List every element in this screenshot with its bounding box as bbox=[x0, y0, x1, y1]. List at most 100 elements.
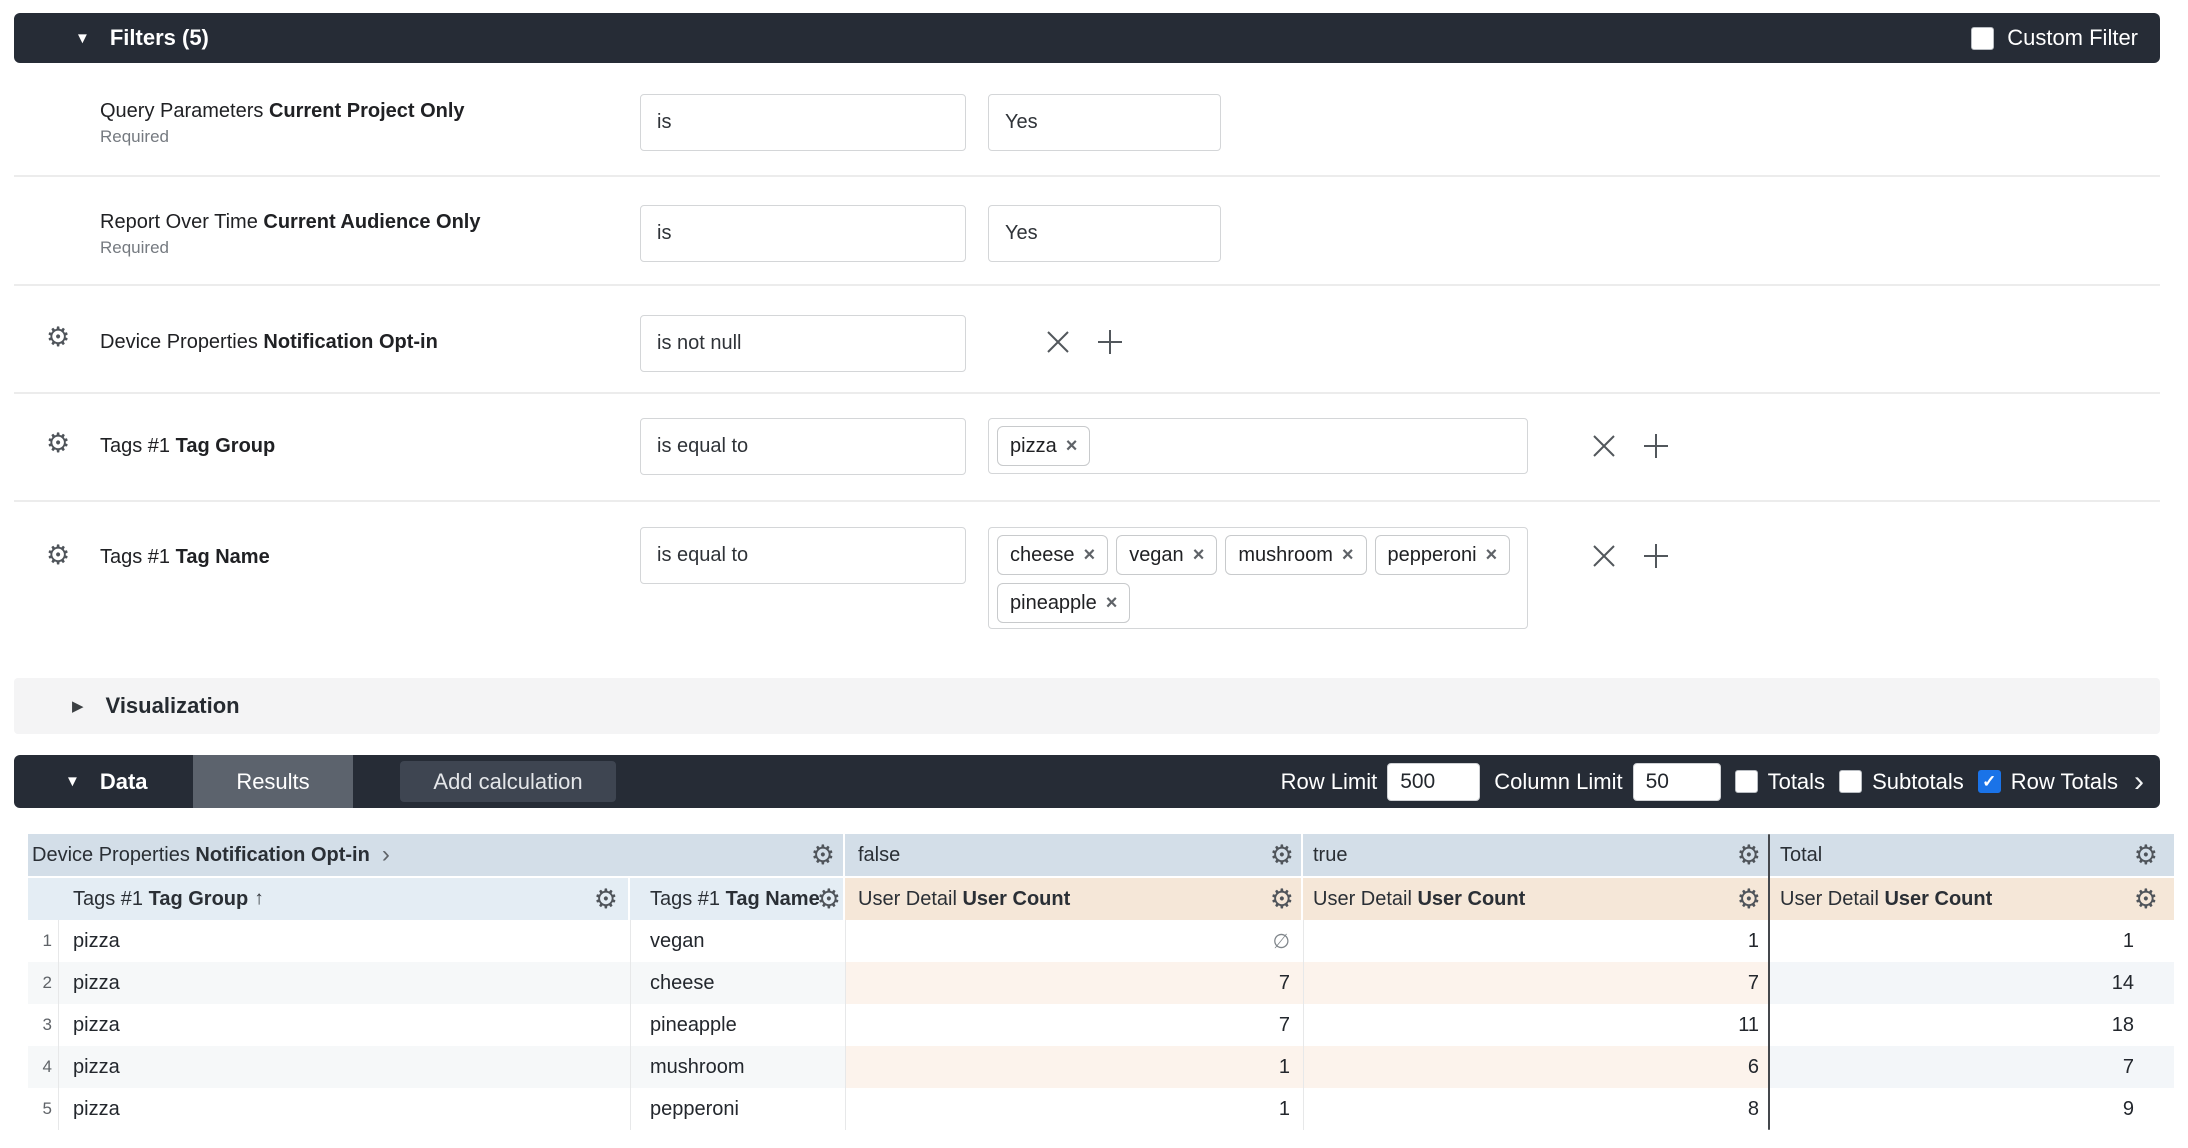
table-row[interactable]: 4 pizza mushroom 1 6 7 bbox=[28, 1046, 2174, 1088]
subtotals-toggle[interactable]: Subtotals bbox=[1839, 769, 1964, 795]
subtotals-checkbox[interactable] bbox=[1839, 770, 1863, 793]
table-row[interactable]: 1 pizza vegan ∅ 1 1 bbox=[28, 920, 2174, 962]
chevron-right-icon[interactable]: › bbox=[381, 841, 390, 868]
pivot-value-false-header[interactable]: false ⚙ bbox=[845, 834, 1301, 876]
custom-filter-toggle[interactable]: Custom Filter bbox=[1971, 13, 2138, 63]
gear-icon[interactable]: ⚙ bbox=[810, 839, 835, 871]
tag-name-cell[interactable]: pineapple bbox=[650, 1013, 737, 1036]
filter-operator-select[interactable]: is bbox=[640, 205, 966, 262]
remove-filter-icon[interactable] bbox=[1040, 324, 1076, 360]
tag-name-cell[interactable]: mushroom bbox=[630, 1046, 845, 1088]
filter-field-label: Tags #1 Tag Group bbox=[100, 435, 276, 457]
column-header-tag-group[interactable]: Tags #1 Tag Group ↑ ⚙ bbox=[28, 878, 628, 920]
filter-values-box[interactable]: pizza × bbox=[988, 418, 1528, 474]
column-header-user-count-false[interactable]: User Detail User Count ⚙ bbox=[845, 878, 1301, 920]
gear-icon[interactable]: ⚙ bbox=[816, 883, 841, 915]
custom-filter-checkbox[interactable] bbox=[1971, 26, 1995, 50]
filter-operator-select[interactable]: is equal to bbox=[640, 527, 966, 584]
add-filter-icon[interactable] bbox=[1638, 538, 1674, 574]
row-total-cell[interactable]: 9 bbox=[2122, 1097, 2134, 1120]
gear-icon[interactable]: ⚙ bbox=[46, 540, 71, 571]
tag-name-cell[interactable]: cheese bbox=[630, 962, 845, 1004]
tag-name-cell[interactable]: pepperoni bbox=[650, 1097, 739, 1120]
remove-chip-icon[interactable]: × bbox=[1083, 544, 1096, 566]
filter-operator-select[interactable]: is not null bbox=[640, 315, 966, 372]
tag-group-cell[interactable]: pizza bbox=[73, 929, 120, 952]
filter-value-chip[interactable]: pineapple × bbox=[997, 583, 1131, 623]
table-row[interactable]: 3 pizza pineapple 7 11 18 bbox=[28, 1004, 2174, 1046]
gear-icon[interactable]: ⚙ bbox=[1736, 839, 1761, 871]
user-count-false-cell[interactable]: ∅ bbox=[1272, 930, 1290, 953]
add-filter-icon[interactable] bbox=[1638, 428, 1674, 464]
gear-icon[interactable]: ⚙ bbox=[593, 883, 618, 915]
user-count-false-cell[interactable]: 7 bbox=[1278, 1013, 1290, 1036]
filter-values-box[interactable]: cheese × vegan × mushroom × pepperoni × … bbox=[988, 527, 1528, 629]
gear-icon[interactable]: ⚙ bbox=[46, 428, 71, 459]
row-total-cell[interactable]: 18 bbox=[2111, 1013, 2134, 1036]
add-filter-icon[interactable] bbox=[1092, 324, 1128, 360]
gear-icon[interactable]: ⚙ bbox=[2133, 883, 2158, 915]
filter-value-chip[interactable]: mushroom × bbox=[1225, 535, 1367, 575]
filter-value-chip[interactable]: pizza × bbox=[997, 426, 1091, 466]
remove-chip-icon[interactable]: × bbox=[1065, 435, 1078, 457]
expand-settings-icon[interactable]: › bbox=[2134, 764, 2144, 798]
gear-icon[interactable]: ⚙ bbox=[1269, 839, 1294, 871]
row-total-cell[interactable]: 7 bbox=[1770, 1046, 2174, 1088]
gear-icon[interactable]: ⚙ bbox=[2133, 839, 2158, 871]
filter-operator-select[interactable]: is bbox=[640, 94, 966, 151]
remove-chip-icon[interactable]: × bbox=[1485, 544, 1498, 566]
user-count-true-cell[interactable]: 6 bbox=[1303, 1046, 1770, 1088]
pivot-value-true-header[interactable]: true ⚙ bbox=[1303, 834, 1768, 876]
table-row[interactable]: 5 pizza pepperoni 1 8 9 bbox=[28, 1088, 2174, 1130]
user-count-false-cell[interactable]: 1 bbox=[845, 1046, 1303, 1088]
user-count-false-cell[interactable]: 1 bbox=[1278, 1097, 1290, 1120]
collapse-filters-icon[interactable]: ▼ bbox=[75, 29, 90, 47]
tag-name-cell[interactable]: vegan bbox=[650, 929, 705, 952]
remove-chip-icon[interactable]: × bbox=[1341, 544, 1354, 566]
visualization-section-bar[interactable]: ▶ Visualization bbox=[14, 678, 2160, 734]
user-count-true-cell[interactable]: 11 bbox=[1738, 1013, 1759, 1036]
filter-value-chip[interactable]: vegan × bbox=[1116, 535, 1218, 575]
user-count-true-cell[interactable]: 1 bbox=[1747, 929, 1759, 952]
row-total-header[interactable]: Total ⚙ bbox=[1770, 834, 2174, 876]
remove-filter-icon[interactable] bbox=[1586, 538, 1622, 574]
tag-group-cell[interactable]: pizza bbox=[73, 1013, 120, 1036]
remove-filter-icon[interactable] bbox=[1586, 428, 1622, 464]
column-limit-input[interactable] bbox=[1632, 762, 1721, 801]
row-totals-checkbox[interactable] bbox=[1977, 770, 2001, 793]
filter-value-chip[interactable]: cheese × bbox=[997, 535, 1109, 575]
tag-group-cell[interactable]: pizza bbox=[58, 1046, 630, 1088]
column-header-user-count-true[interactable]: User Detail User Count ⚙ bbox=[1303, 878, 1768, 920]
pivot-dimension-header[interactable]: Device Properties Notification Opt-in › … bbox=[28, 834, 843, 876]
row-totals-toggle[interactable]: Row Totals bbox=[1977, 769, 2118, 795]
tag-group-cell[interactable]: pizza bbox=[58, 962, 630, 1004]
collapse-data-icon[interactable]: ▼ bbox=[65, 773, 80, 790]
row-total-cell[interactable]: 1 bbox=[2122, 929, 2134, 952]
filters-section-bar[interactable]: ▼ Filters (5) Custom Filter bbox=[14, 13, 2160, 63]
column-header-tag-name[interactable]: Tags #1 Tag Name ⚙ bbox=[630, 878, 843, 920]
add-calculation-button[interactable]: Add calculation bbox=[400, 761, 616, 802]
user-count-false-cell[interactable]: 7 bbox=[845, 962, 1303, 1004]
remove-chip-icon[interactable]: × bbox=[1105, 592, 1118, 614]
filter-operator-select[interactable]: is equal to bbox=[640, 418, 966, 475]
gear-icon[interactable]: ⚙ bbox=[1736, 883, 1761, 915]
data-section-bar[interactable]: ▼ Data Results Add calculation Row Limit… bbox=[14, 755, 2160, 808]
filter-value-chip[interactable]: pepperoni × bbox=[1374, 535, 1511, 575]
remove-chip-icon[interactable]: × bbox=[1192, 544, 1205, 566]
totals-toggle[interactable]: Totals bbox=[1734, 769, 1825, 795]
user-count-true-cell[interactable]: 7 bbox=[1303, 962, 1770, 1004]
row-total-cell[interactable]: 14 bbox=[1770, 962, 2174, 1004]
gear-icon[interactable]: ⚙ bbox=[1269, 883, 1294, 915]
gear-icon[interactable]: ⚙ bbox=[46, 322, 71, 353]
table-row[interactable]: 2 pizza cheese 7 7 14 bbox=[28, 962, 2174, 1004]
filter-value-input[interactable]: Yes bbox=[988, 94, 1221, 151]
tab-results[interactable]: Results bbox=[193, 755, 353, 808]
tag-group-cell[interactable]: pizza bbox=[73, 1097, 120, 1120]
expand-visualization-icon[interactable]: ▶ bbox=[72, 697, 84, 715]
column-header-user-count-total[interactable]: User Detail User Count ⚙ bbox=[1770, 878, 2174, 920]
row-limit-input[interactable] bbox=[1387, 762, 1481, 801]
totals-checkbox[interactable] bbox=[1734, 770, 1758, 793]
user-count-true-cell[interactable]: 8 bbox=[1747, 1097, 1759, 1120]
filter-required-note: Required bbox=[100, 126, 169, 146]
filter-value-input[interactable]: Yes bbox=[988, 205, 1221, 262]
